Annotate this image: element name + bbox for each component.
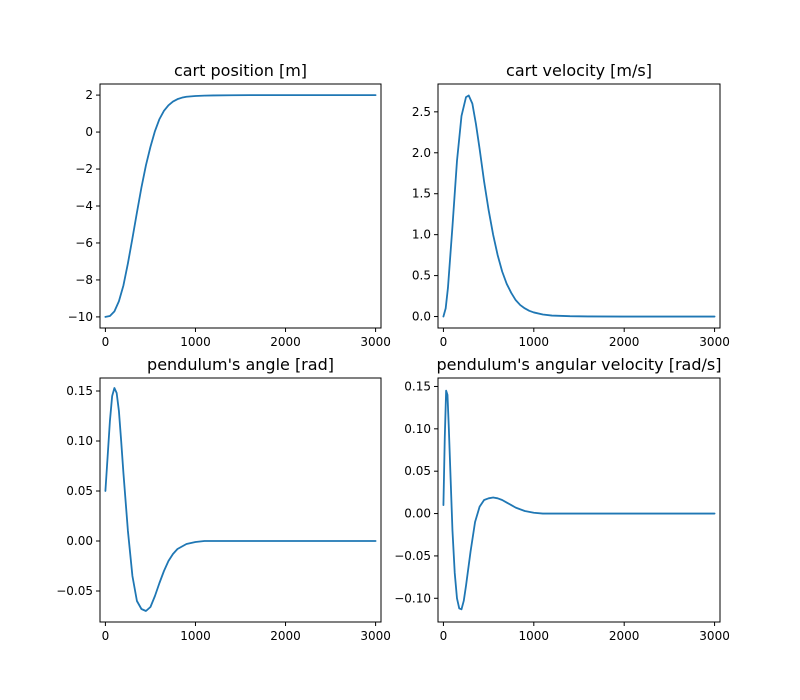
x-tick-label: 2000 bbox=[609, 629, 640, 643]
series-line bbox=[442, 94, 716, 318]
x-tick-label: 0 bbox=[102, 335, 110, 349]
y-tick-label: −8 bbox=[75, 273, 93, 287]
subplot-title: cart velocity [m/s] bbox=[506, 61, 652, 80]
y-tick-label: 2 bbox=[85, 88, 93, 102]
subplot-pendulum-angle: pendulum's angle [rad] 0 1000 2000 3000 0.15… bbox=[56, 355, 391, 643]
series-line bbox=[104, 387, 377, 612]
y-tick-label: −0.05 bbox=[56, 584, 93, 598]
axes-frame bbox=[99, 377, 382, 623]
y-tick-label: 0.5 bbox=[412, 269, 431, 283]
axes-frame bbox=[99, 83, 382, 329]
y-tick-label: 2.5 bbox=[412, 105, 431, 119]
series-line bbox=[442, 389, 716, 611]
y-tick-label: −0.05 bbox=[394, 549, 431, 563]
y-tick-label: 1.5 bbox=[412, 187, 431, 201]
x-tick-label: 3000 bbox=[360, 629, 391, 643]
x-tick-label: 1000 bbox=[519, 335, 550, 349]
x-tick-label: 3000 bbox=[699, 629, 730, 643]
subplot-pendulum-angular-velocity: pendulum's angular velocity [rad/s] 0 100… bbox=[394, 355, 730, 643]
y-tick-label: 2.0 bbox=[412, 146, 431, 160]
ticks-group: 0 1000 2000 3000 2 0 −2 −4 −6 −8 −10 bbox=[68, 88, 391, 349]
y-tick-label: 0.00 bbox=[66, 534, 93, 548]
x-tick-label: 0 bbox=[440, 629, 448, 643]
plot-area bbox=[442, 389, 716, 611]
x-tick-label: 3000 bbox=[699, 335, 730, 349]
x-tick-label: 2000 bbox=[270, 629, 301, 643]
ticks-group: 0 1000 2000 3000 0.15 0.10 0.05 0.00 −0.05 bbox=[56, 384, 391, 643]
y-tick-label: 0.0 bbox=[412, 310, 431, 324]
subplot-title: pendulum's angular velocity [rad/s] bbox=[437, 355, 722, 374]
y-tick-label: −2 bbox=[75, 162, 93, 176]
x-tick-label: 2000 bbox=[270, 335, 301, 349]
x-tick-label: 2000 bbox=[609, 335, 640, 349]
x-tick-label: 1000 bbox=[519, 629, 550, 643]
y-tick-label: −10 bbox=[68, 310, 93, 324]
ticks-group: 0 1000 2000 3000 0.0 0.5 1.0 1.5 2.0 2.5 bbox=[412, 105, 730, 349]
axes-frame bbox=[437, 377, 721, 623]
x-tick-label: 3000 bbox=[360, 335, 391, 349]
y-tick-label: −6 bbox=[75, 236, 93, 250]
x-tick-label: 0 bbox=[440, 335, 448, 349]
subplot-title: cart position [m] bbox=[174, 61, 307, 80]
y-tick-label: −4 bbox=[75, 199, 93, 213]
y-tick-label: 0.15 bbox=[404, 379, 431, 393]
y-tick-label: 0.00 bbox=[404, 507, 431, 521]
series-line bbox=[104, 94, 377, 318]
y-tick-label: 0.15 bbox=[66, 384, 93, 398]
y-tick-label: −0.10 bbox=[394, 591, 431, 605]
y-tick-label: 0.05 bbox=[404, 464, 431, 478]
subplot-title: pendulum's angle [rad] bbox=[147, 355, 334, 374]
x-tick-label: 0 bbox=[102, 629, 110, 643]
x-tick-label: 1000 bbox=[180, 629, 211, 643]
x-tick-label: 1000 bbox=[180, 335, 211, 349]
y-tick-label: 0.10 bbox=[404, 422, 431, 436]
y-tick-label: 0 bbox=[85, 125, 93, 139]
y-tick-label: 0.05 bbox=[66, 484, 93, 498]
y-tick-label: 1.0 bbox=[412, 228, 431, 242]
ticks-group: 0 1000 2000 3000 0.15 0.10 0.05 0.00 −0.05 −0.10 bbox=[394, 379, 730, 643]
plot-area bbox=[442, 94, 716, 318]
subplot-cart-position: cart position [m] 0 1000 2000 3000 2 0 −2 −4 −6 −… bbox=[68, 61, 391, 349]
plot-area bbox=[104, 94, 377, 318]
subplot-cart-velocity: cart velocity [m/s] 0 1000 2000 3000 0.0 0.5 1… bbox=[412, 61, 730, 349]
axes-frame bbox=[437, 83, 721, 329]
plot-area bbox=[104, 387, 377, 612]
y-tick-label: 0.10 bbox=[66, 434, 93, 448]
